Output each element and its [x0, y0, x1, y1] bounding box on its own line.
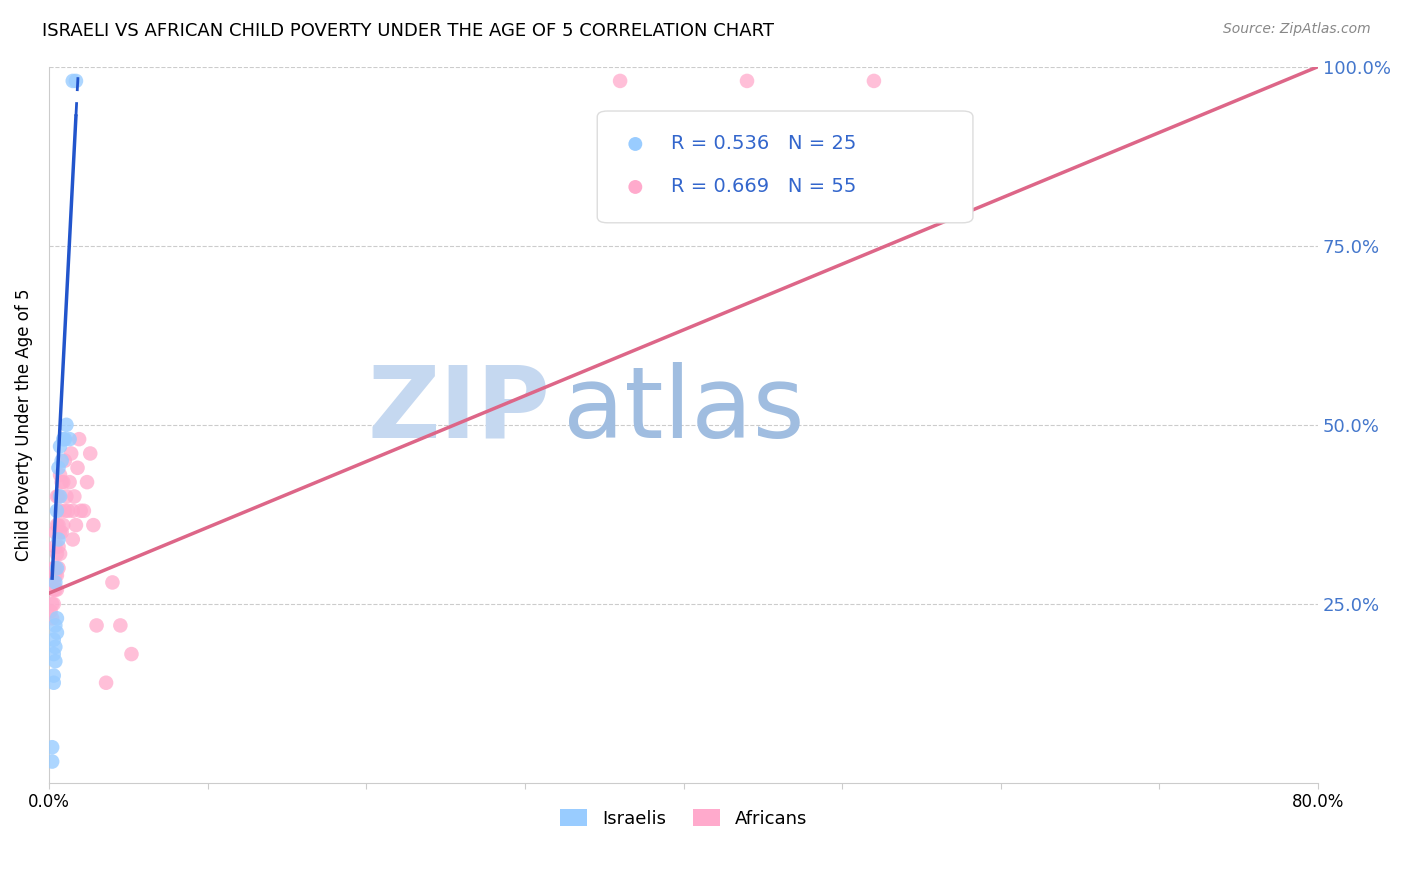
- Point: [48, 533, 70, 547]
- Point: [56, 504, 79, 518]
- Point: [770, 180, 793, 194]
- Point: [49, 439, 72, 453]
- Point: [44, 575, 66, 590]
- Point: [41, 740, 63, 755]
- Point: [121, 647, 143, 661]
- Text: ZIP: ZIP: [367, 362, 550, 459]
- Point: [45, 547, 67, 561]
- Point: [63, 490, 86, 504]
- Point: [41, 582, 63, 597]
- Point: [49, 490, 72, 504]
- Point: [62, 533, 84, 547]
- Point: [94, 675, 117, 690]
- Point: [55, 490, 77, 504]
- Point: [62, 504, 84, 518]
- Text: atlas: atlas: [562, 362, 804, 459]
- Point: [51, 525, 73, 540]
- Point: [45, 518, 67, 533]
- Point: [65, 518, 87, 533]
- Point: [86, 618, 108, 632]
- Point: [66, 460, 89, 475]
- Point: [42, 597, 65, 611]
- Point: [51, 453, 73, 467]
- Point: [863, 74, 886, 88]
- Text: ISRAELI VS AFRICAN CHILD POVERTY UNDER THE AGE OF 5 CORRELATION CHART: ISRAELI VS AFRICAN CHILD POVERTY UNDER T…: [42, 22, 775, 40]
- Point: [42, 632, 65, 647]
- Point: [67, 432, 90, 446]
- Point: [53, 432, 76, 446]
- Point: [42, 647, 65, 661]
- Y-axis label: Child Poverty Under the Age of 5: Child Poverty Under the Age of 5: [15, 289, 32, 561]
- Point: [55, 417, 77, 432]
- Point: [110, 618, 132, 632]
- Text: R = 0.669   N = 55: R = 0.669 N = 55: [671, 178, 856, 196]
- Point: [45, 490, 67, 504]
- Point: [53, 504, 76, 518]
- Point: [42, 668, 65, 682]
- Point: [735, 74, 758, 88]
- Point: [48, 561, 70, 575]
- Point: [52, 475, 75, 490]
- Point: [45, 582, 67, 597]
- Point: [770, 136, 793, 151]
- Point: [42, 675, 65, 690]
- Point: [58, 432, 80, 446]
- Point: [48, 540, 70, 554]
- Point: [76, 475, 98, 490]
- Point: [44, 618, 66, 632]
- Point: [48, 518, 70, 533]
- Point: [45, 568, 67, 582]
- Point: [44, 640, 66, 654]
- Text: Source: ZipAtlas.com: Source: ZipAtlas.com: [1223, 22, 1371, 37]
- Point: [48, 460, 70, 475]
- Point: [45, 504, 67, 518]
- Point: [48, 490, 70, 504]
- Point: [45, 625, 67, 640]
- FancyBboxPatch shape: [598, 111, 973, 223]
- Legend: Israelis, Africans: Israelis, Africans: [553, 802, 814, 835]
- Point: [79, 446, 101, 460]
- Point: [44, 525, 66, 540]
- Point: [42, 575, 65, 590]
- Point: [44, 568, 66, 582]
- Point: [65, 74, 87, 88]
- Point: [44, 582, 66, 597]
- Point: [44, 540, 66, 554]
- Text: R = 0.536   N = 25: R = 0.536 N = 25: [671, 135, 856, 153]
- Point: [41, 755, 63, 769]
- Point: [49, 547, 72, 561]
- Point: [69, 504, 91, 518]
- Point: [49, 504, 72, 518]
- Point: [45, 561, 67, 575]
- Point: [58, 475, 80, 490]
- Point: [62, 74, 84, 88]
- Point: [42, 582, 65, 597]
- Point: [73, 504, 96, 518]
- Point: [52, 518, 75, 533]
- Point: [45, 611, 67, 625]
- Point: [82, 518, 104, 533]
- Point: [44, 561, 66, 575]
- Point: [60, 446, 83, 460]
- Point: [49, 525, 72, 540]
- Point: [52, 432, 75, 446]
- Point: [41, 611, 63, 625]
- Point: [101, 575, 124, 590]
- Point: [51, 475, 73, 490]
- Point: [44, 654, 66, 668]
- Point: [49, 467, 72, 482]
- Point: [42, 561, 65, 575]
- Point: [53, 453, 76, 467]
- Point: [41, 597, 63, 611]
- Point: [609, 74, 631, 88]
- Point: [39, 604, 62, 618]
